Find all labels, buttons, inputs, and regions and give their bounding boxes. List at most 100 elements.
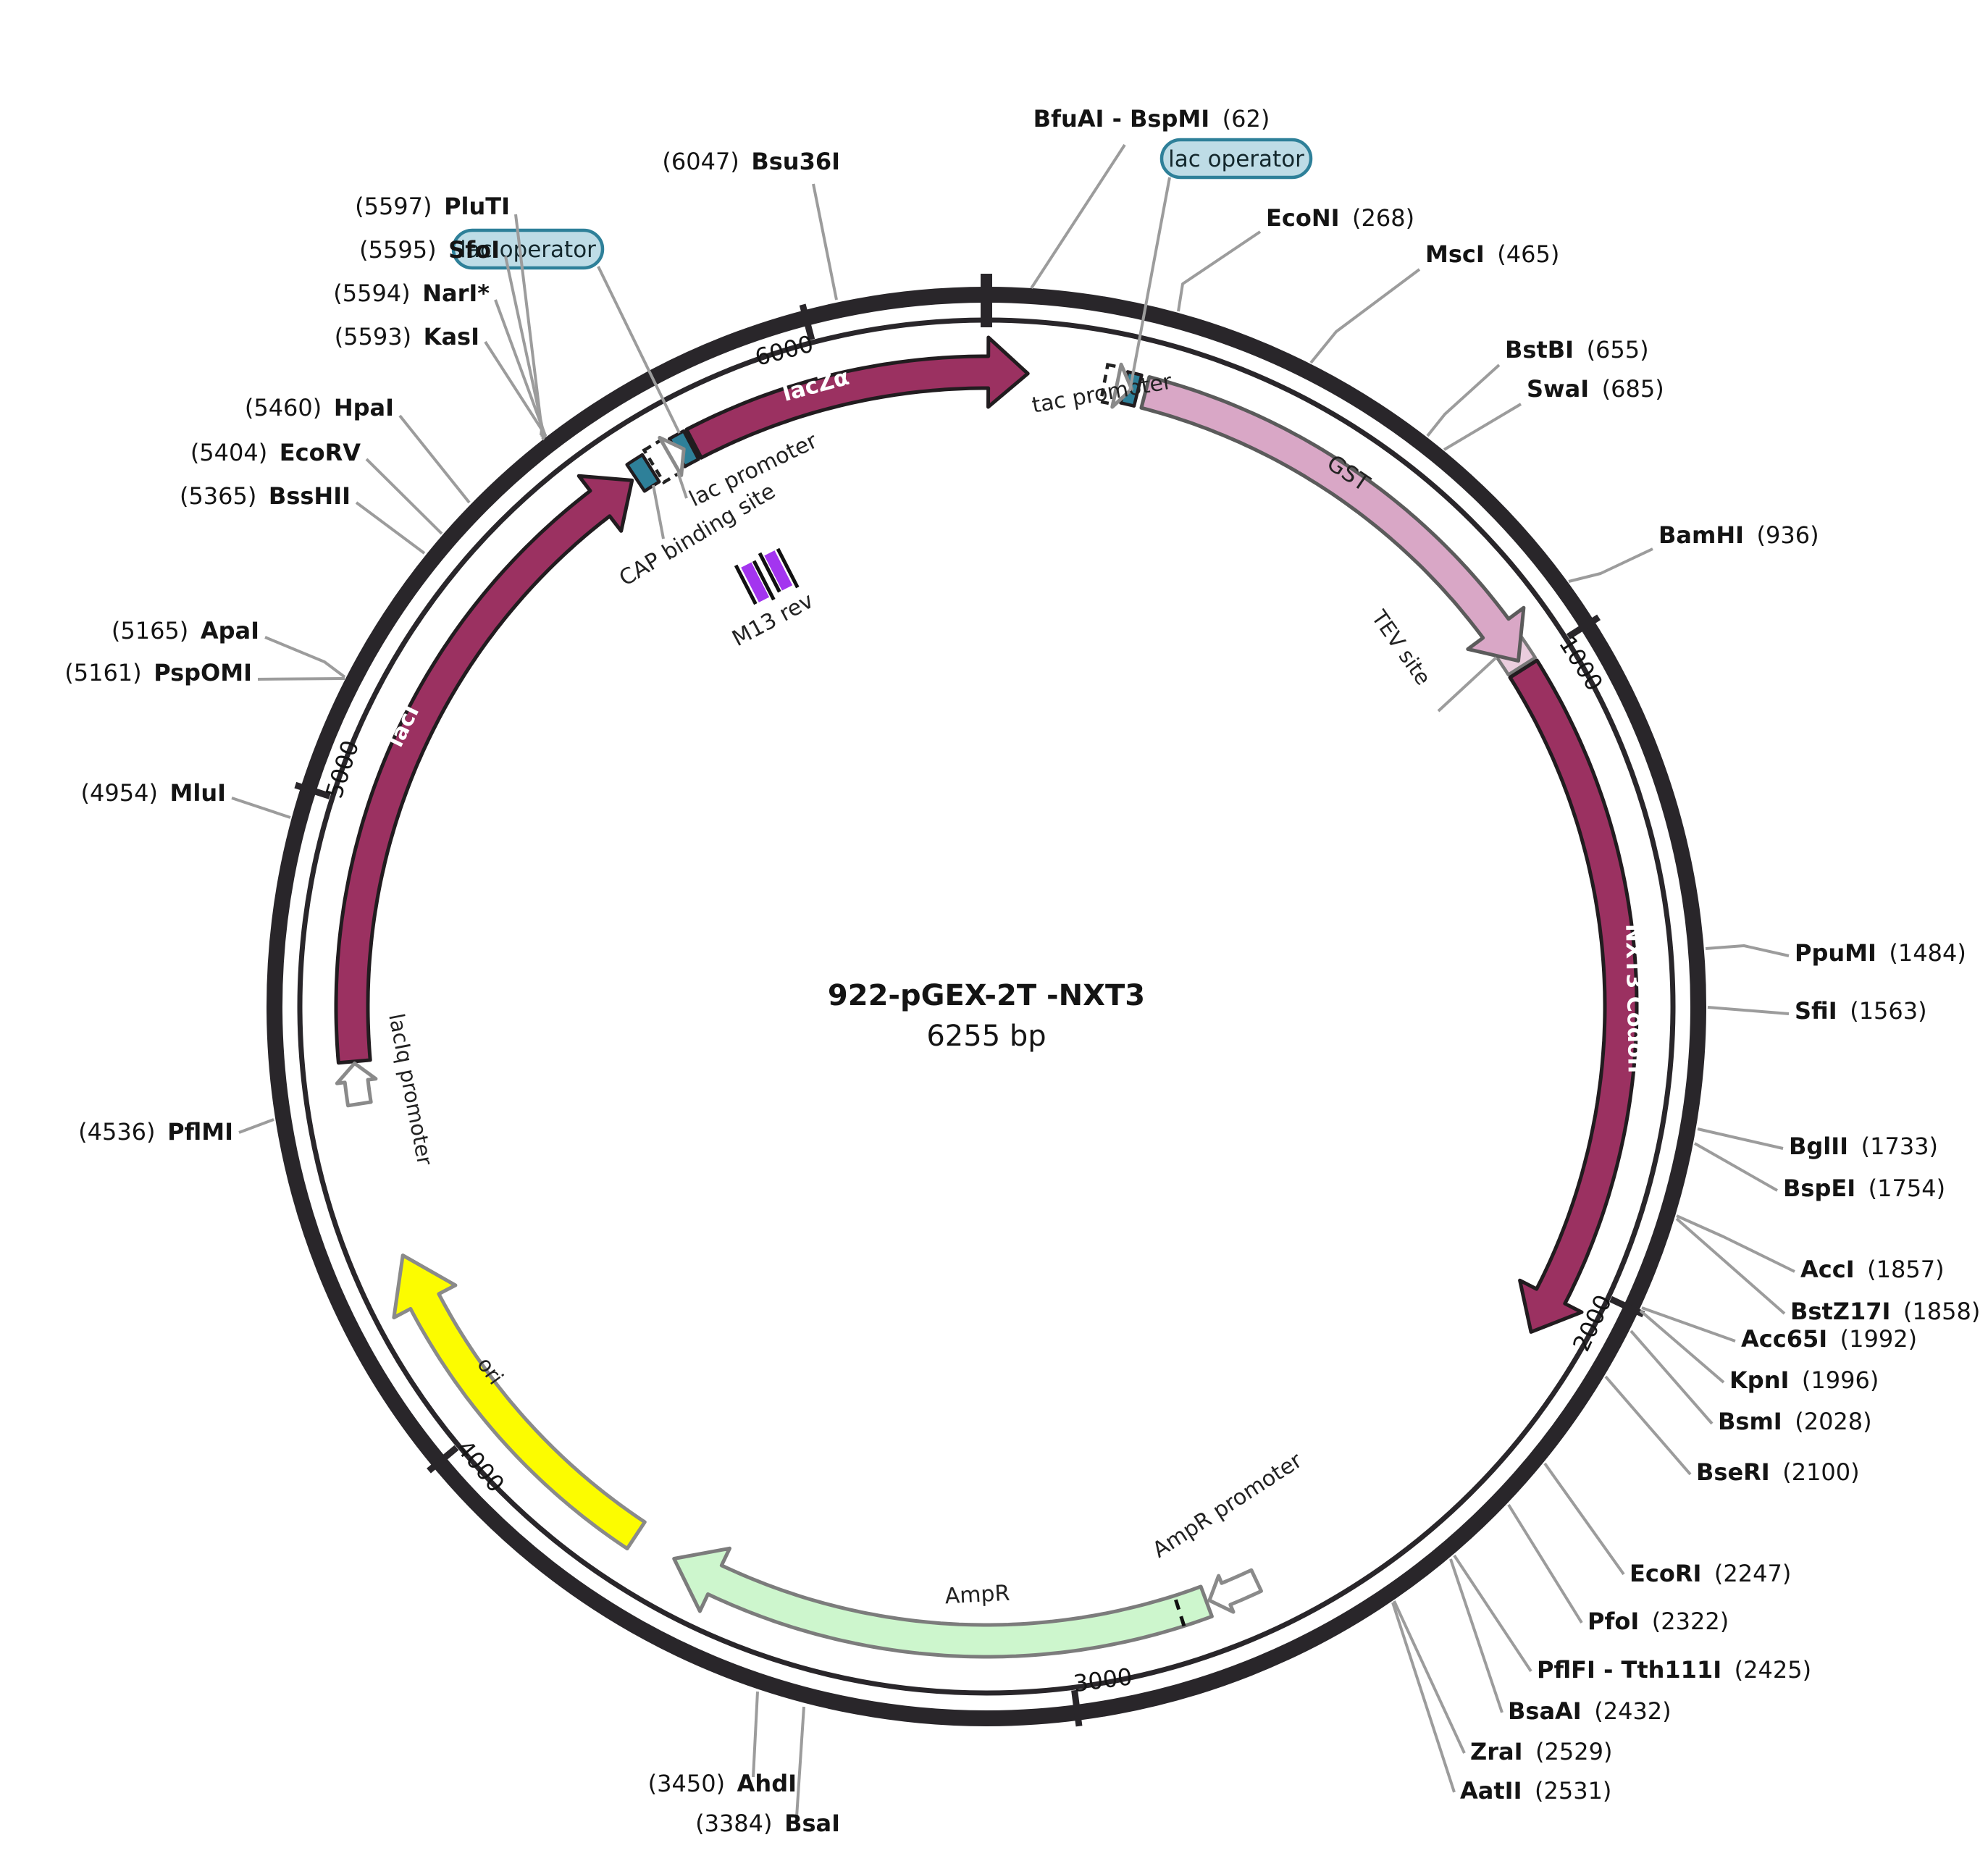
tick-3000: [1071, 1689, 1083, 1727]
cap-binding-site-pointer: [652, 484, 665, 539]
plasmid-title-block: 922-pGEX-2T -NXT3 6255 bp: [769, 979, 1204, 1053]
site-label-bsai[interactable]: (3384) BsaI: [695, 1810, 840, 1837]
site-leader-bstbi: [1426, 364, 1501, 437]
site-leader-zrai: [1393, 1600, 1466, 1754]
site-label-apai[interactable]: (5165) ApaI: [112, 617, 259, 644]
feature-lac-promoter-head[interactable]: [658, 435, 686, 477]
site-label-bamhi[interactable]: BamHI (936): [1658, 521, 1819, 549]
feature-laci[interactable]: [334, 474, 634, 1065]
site-leader-bspei: [1694, 1142, 1778, 1192]
site-leader-aatii: [1391, 1602, 1456, 1793]
site-leader-bamhi: [1568, 547, 1653, 583]
site-leader-bsshii: [355, 501, 426, 555]
site-leader-bglii: [1697, 1127, 1784, 1150]
site-label-pfoi[interactable]: PfoI (2322): [1588, 1608, 1729, 1635]
site-label-ahdi[interactable]: (3450) AhdI: [648, 1770, 797, 1797]
site-label-pflfi-tth111i[interactable]: PflFI - Tth111I (2425): [1537, 1656, 1811, 1684]
site-leader-acci: [1676, 1214, 1795, 1273]
site-leader-bsmi: [1630, 1329, 1714, 1425]
site-label-acci[interactable]: AccI (1857): [1800, 1256, 1945, 1283]
feature-label-ampr: AmpR: [944, 1581, 1010, 1610]
site-leader-bsu36i: [812, 183, 838, 301]
feature-cap-binding-site-5672[interactable]: [625, 453, 661, 493]
site-label-pspomi[interactable]: (5161) PspOMI: [64, 659, 252, 686]
site-leader-hpai: [398, 414, 471, 504]
site-label-bsmi[interactable]: BsmI (2028): [1718, 1408, 1872, 1435]
badge-label-lac-operator-top: lac operator: [1168, 146, 1304, 172]
feature-ampr-promoter[interactable]: [1207, 1568, 1263, 1614]
site-leader-bstz17i: [1675, 1217, 1786, 1315]
feature-nxt3-codon[interactable]: [1508, 658, 1639, 1334]
site-label-aatii[interactable]: AatII (2531): [1460, 1777, 1611, 1805]
site-label-hpai[interactable]: (5460) HpaI: [245, 394, 394, 421]
site-label-kasi[interactable]: (5593) KasI: [335, 323, 479, 350]
site-leader-swai: [1443, 403, 1522, 451]
tick-5000: [294, 781, 331, 799]
site-leader-econi: [1177, 230, 1262, 312]
site-label-bstz17i[interactable]: BstZ17I (1858): [1790, 1298, 1980, 1325]
feature-m13-rev[interactable]: [734, 545, 800, 608]
site-label-acc65i[interactable]: Acc65I (1992): [1741, 1325, 1917, 1353]
site-leader-ahdi: [752, 1691, 759, 1778]
badge-lac-operator-left[interactable]: [451, 228, 605, 270]
lac-promoter-pointer: [676, 471, 688, 499]
site-leader-ecorv: [365, 458, 443, 535]
site-label-ecori[interactable]: EcoRI (2247): [1630, 1560, 1791, 1587]
feature-lacz[interactable]: [684, 335, 1030, 460]
primer-glyph-part: [741, 562, 770, 602]
site-leader-bsai: [795, 1706, 805, 1818]
site-leader-pluti: [514, 214, 543, 436]
site-label-sfoi[interactable]: (5595) SfoI: [359, 236, 500, 264]
tick-4000: [427, 1445, 459, 1474]
feature-ampr[interactable]: [672, 1546, 1214, 1659]
site-leader-apai: [264, 636, 346, 679]
tick-2000: [1609, 1295, 1645, 1318]
primer-glyph-part: [776, 547, 800, 589]
feature-laciq-promoter[interactable]: [335, 1061, 378, 1108]
site-label-kpni[interactable]: KpnI (1996): [1729, 1366, 1879, 1394]
site-label-mlui[interactable]: (4954) MluI: [81, 779, 226, 807]
site-label-bsu36i[interactable]: (6047) Bsu36I: [662, 148, 840, 175]
site-label-pflmi[interactable]: (4536) PflMI: [78, 1118, 233, 1146]
site-label-nari[interactable]: (5594) NarI*: [333, 280, 490, 307]
site-label-swai[interactable]: SwaI (685): [1527, 375, 1664, 403]
feature-tac-promoter-head[interactable]: [1110, 362, 1134, 409]
primer-glyph-part: [758, 552, 781, 593]
feature-gst[interactable]: [1139, 375, 1526, 663]
site-label-msci[interactable]: MscI (465): [1425, 240, 1559, 268]
site-label-bseri[interactable]: BseRI (2100): [1696, 1458, 1860, 1486]
feature-label-nxt3-codon: NXT3 Codon: [1620, 923, 1648, 1073]
site-leader-pflfi-tth111i: [1453, 1554, 1532, 1673]
tick-label-3000: 3000: [1072, 1663, 1134, 1697]
site-label-bfuai-bspmi[interactable]: BfuAI - BspMI (62): [1033, 105, 1270, 133]
badge-label-lac-operator-left: lac operator: [460, 237, 596, 263]
feature-label-tev-site: TEV site: [1367, 605, 1436, 690]
site-label-ecorv[interactable]: (5404) EcoRV: [190, 439, 361, 466]
site-label-sfii[interactable]: SfiI (1563): [1795, 997, 1927, 1025]
site-label-bspei[interactable]: BspEI (1754): [1783, 1175, 1945, 1202]
site-label-econi[interactable]: EcoNI (268): [1266, 204, 1414, 232]
site-leader-acc65i: [1641, 1306, 1736, 1343]
site-leader-pfoi: [1507, 1503, 1583, 1624]
feature-tac-promoter-body[interactable]: [1099, 363, 1123, 406]
site-label-bsaai[interactable]: BsaAI (2432): [1508, 1697, 1672, 1725]
site-leader-ecori: [1543, 1462, 1625, 1576]
site-leader-bsaai: [1449, 1558, 1503, 1713]
feature-label-laciq-promoter: lacIq promoter: [384, 1012, 437, 1167]
site-label-bsshii[interactable]: (5365) BssHII: [180, 482, 351, 510]
badge-lac-operator-top[interactable]: [1159, 138, 1313, 180]
site-leader-bseri: [1604, 1375, 1692, 1476]
site-label-zrai[interactable]: ZraI (2529): [1470, 1738, 1612, 1765]
plasmid-title: 922-pGEX-2T -NXT3: [827, 979, 1146, 1012]
site-label-pluti[interactable]: (5597) PluTI: [355, 193, 510, 220]
site-label-bglii[interactable]: BglII (1733): [1789, 1133, 1938, 1160]
site-label-ppumi[interactable]: PpuMI (1484): [1795, 939, 1966, 967]
site-leader-bfuai-bspmi: [1030, 143, 1126, 290]
site-leader-msci: [1309, 268, 1421, 364]
plasmid-size: 6255 bp: [926, 1020, 1047, 1053]
site-leader-mlui: [231, 797, 291, 819]
site-label-bstbi[interactable]: BstBI (655): [1505, 336, 1649, 364]
feature-ori[interactable]: [392, 1253, 647, 1551]
tev-site-pointer: [1437, 656, 1498, 713]
